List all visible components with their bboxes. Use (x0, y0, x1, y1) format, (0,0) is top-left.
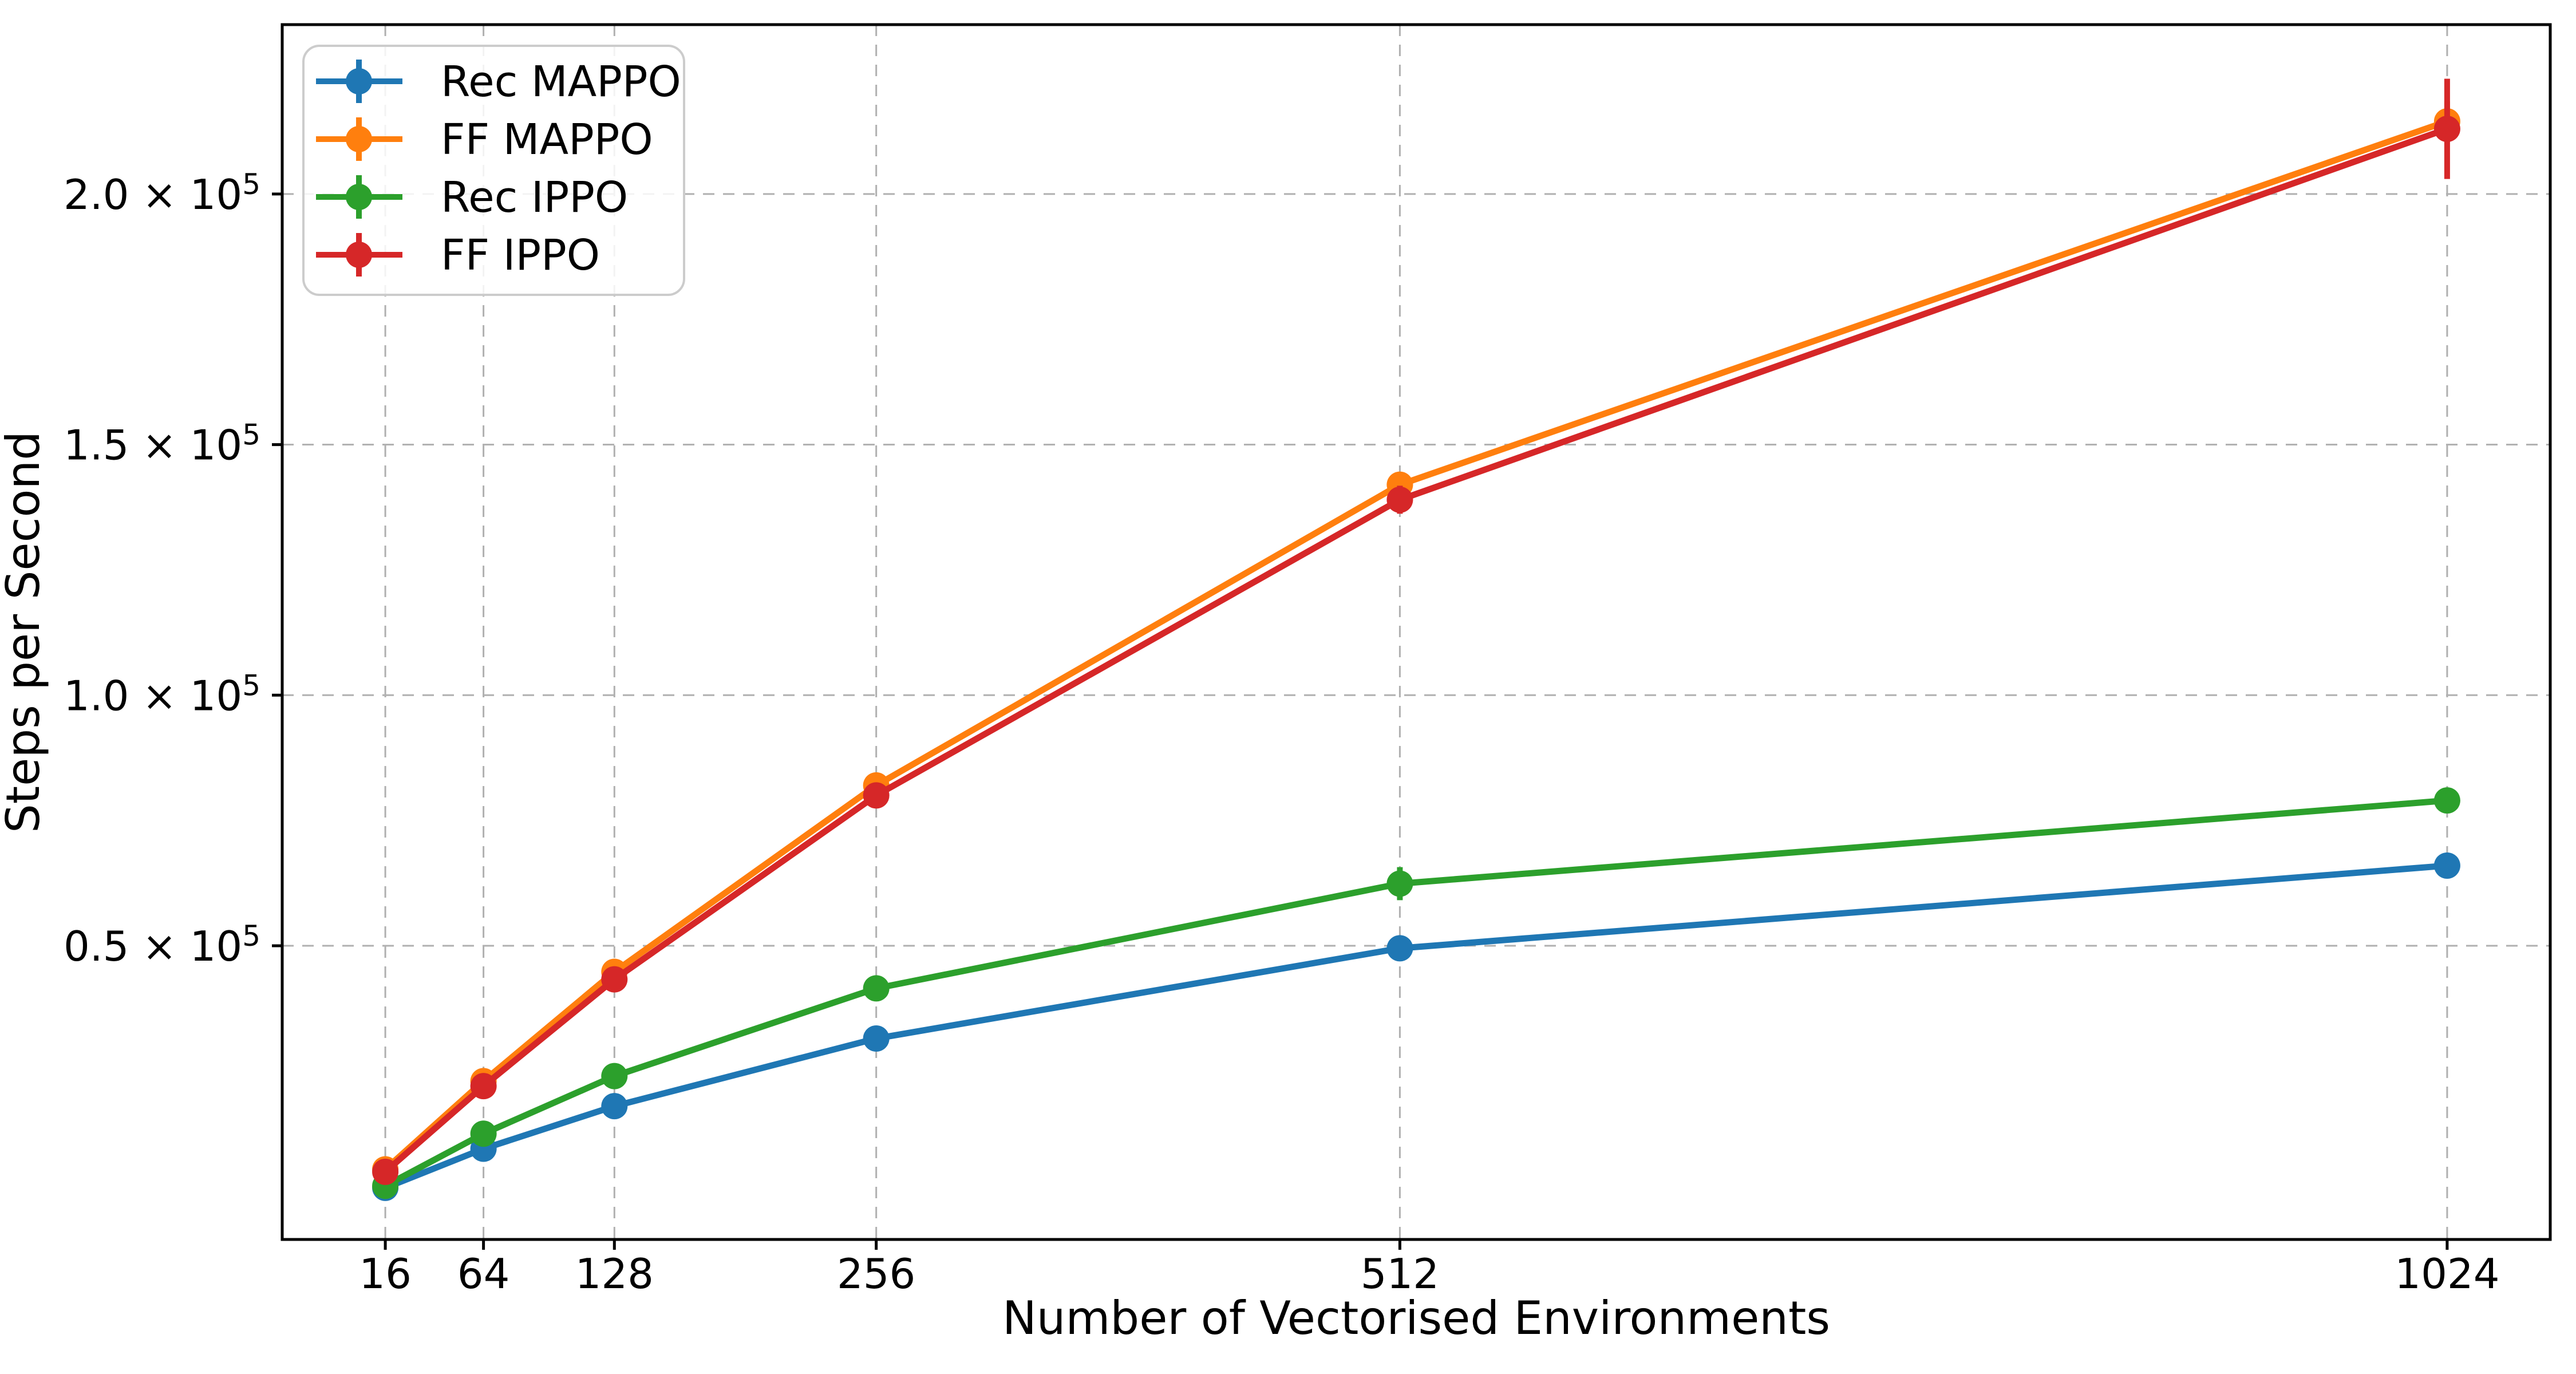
y-axis-label: Steps per Second (0, 431, 50, 833)
data-point-ff-ippo-64 (470, 1073, 497, 1100)
legend-marker-ff-mappo (346, 126, 372, 152)
legend-marker-ff-ippo (346, 242, 372, 268)
line-ff-ippo (383, 125, 2448, 1174)
legend-label-ff-ippo: FF IPPO (441, 231, 600, 280)
y-tick-exponent: 5 (242, 418, 260, 452)
data-point-ff-ippo-512 (1386, 486, 1413, 513)
legend-item-ff-mappo: FF MAPPO (316, 115, 653, 164)
series-rec-mappo (372, 852, 2460, 1201)
data-point-rec-ippo-1024 (2433, 787, 2460, 814)
y-tick-label: 1.5 × 105 (64, 418, 260, 469)
data-point-ff-ippo-16 (372, 1158, 399, 1185)
y-tick-label: 2.0 × 105 (64, 168, 260, 219)
legend-marker-rec-mappo (346, 68, 372, 94)
x-tick-label: 16 (359, 1250, 412, 1298)
data-point-rec-mappo-128 (601, 1093, 628, 1120)
line-rec-ippo (384, 797, 2448, 1189)
series-ff-ippo (372, 78, 2460, 1185)
plot-spines (280, 23, 2552, 1241)
data-point-ff-ippo-256 (863, 782, 890, 809)
data-point-rec-ippo-512 (1386, 870, 1413, 897)
legend-item-rec-mappo: Rec MAPPO (316, 57, 681, 106)
x-axis-label: Number of Vectorised Environments (1002, 1292, 1830, 1345)
y-tick-exponent: 5 (242, 669, 260, 702)
data-point-rec-mappo-1024 (2433, 852, 2460, 879)
x-tick-label: 512 (1361, 1250, 1439, 1298)
data-point-rec-ippo-128 (601, 1063, 628, 1089)
data-point-rec-mappo-256 (863, 1025, 890, 1052)
legend-box (302, 45, 685, 296)
data-point-rec-ippo-64 (470, 1120, 497, 1147)
y-tick-exponent: 5 (242, 919, 260, 953)
data-point-rec-mappo-512 (1386, 935, 1413, 962)
legend-label-rec-mappo: Rec MAPPO (441, 57, 681, 106)
legend: Rec MAPPO FF MAPPO Rec IPPO FF IPPO (302, 45, 685, 296)
legend-label-ff-mappo: FF MAPPO (441, 115, 653, 164)
series-ff-mappo (372, 101, 2460, 1183)
x-tick-label: 1024 (2395, 1250, 2499, 1298)
series-group (372, 78, 2460, 1201)
legend-label-rec-ippo: Rec IPPO (441, 173, 628, 222)
data-point-ff-ippo-128 (601, 966, 628, 993)
data-point-ff-ippo-1024 (2433, 116, 2460, 143)
y-axis: 0.5 × 105 1.0 × 105 1.5 × 105 2.0 × 105 (64, 168, 282, 970)
x-axis: 16 64 128 256 512 1024 (359, 1239, 2500, 1298)
plot-border (280, 23, 2552, 1241)
legend-item-ff-ippo: FF IPPO (316, 231, 600, 280)
legend-item-rec-ippo: Rec IPPO (316, 173, 628, 222)
y-tick-label: 0.5 × 105 (64, 919, 260, 970)
x-tick-label: 64 (457, 1250, 510, 1298)
line-ff-mappo (383, 118, 2448, 1172)
x-tick-label: 128 (575, 1250, 654, 1298)
y-tick-exponent: 5 (242, 168, 260, 201)
legend-marker-rec-ippo (346, 184, 372, 210)
series-rec-ippo (372, 787, 2460, 1199)
data-point-rec-ippo-256 (863, 975, 890, 1002)
line-rec-mappo (384, 862, 2448, 1191)
y-tick-label: 1.0 × 105 (64, 669, 260, 720)
x-tick-label: 256 (837, 1250, 915, 1298)
